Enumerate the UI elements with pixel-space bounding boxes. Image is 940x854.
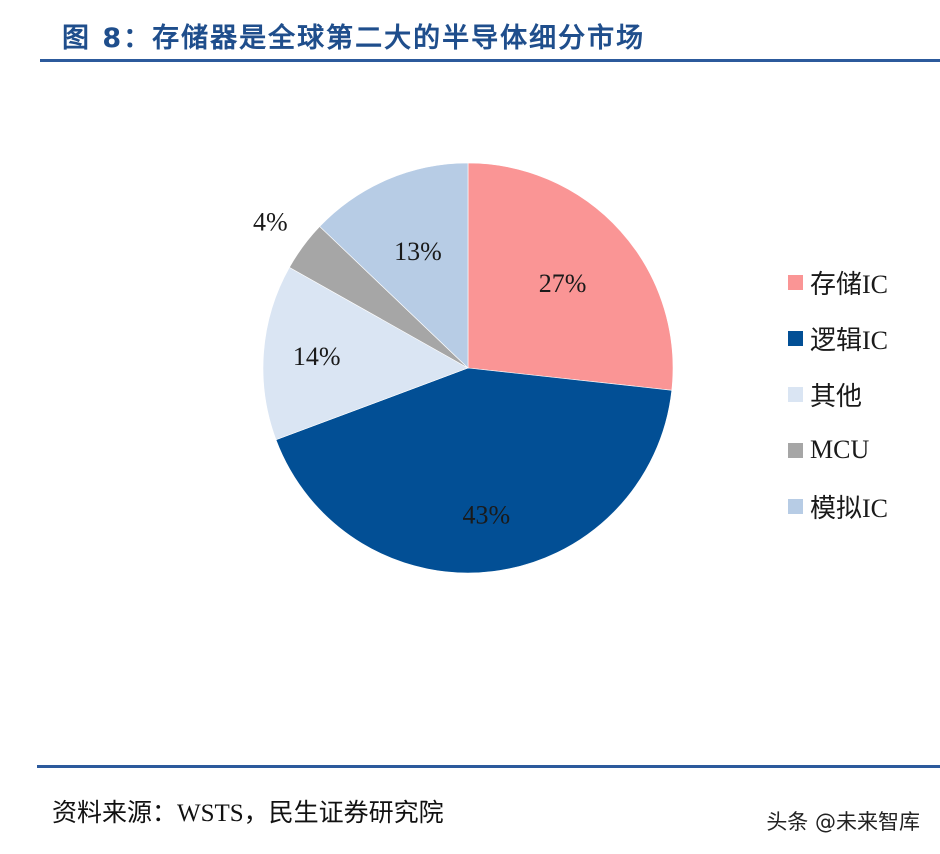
- title-divider: [40, 59, 940, 62]
- legend-item-memory-ic: 存储IC: [788, 254, 888, 310]
- legend-item-logic-ic: 逻辑IC: [788, 310, 888, 366]
- figure-title: 图 8：存储器是全球第二大的半导体细分市场: [62, 23, 646, 54]
- pie-labels: 27% 43% 14% 4% 13%: [253, 208, 586, 530]
- legend-swatch-icon: [788, 442, 803, 458]
- pie-slice: [262, 266, 469, 441]
- slice-value-label: 14%: [293, 342, 341, 371]
- slice-value-label: 27%: [539, 269, 587, 298]
- legend-item-other: 其他: [788, 366, 888, 422]
- legend-swatch-icon: [788, 498, 803, 514]
- pie-chart: 27% 43% 14% 4% 13%: [253, 162, 674, 574]
- legend-swatch-icon: [788, 330, 803, 346]
- legend-swatch-icon: [788, 274, 803, 290]
- footer-divider: [37, 765, 940, 768]
- watermark: 头条 @未来智库: [766, 810, 920, 834]
- slice-value-label: 43%: [462, 500, 510, 529]
- pie-slice: [319, 162, 469, 369]
- slice-value-label: 4%: [253, 208, 288, 237]
- legend-item-mcu: MCU: [788, 422, 888, 478]
- pie-slice: [275, 367, 673, 574]
- data-source-note: 资料来源：WSTS，民生证券研究院: [52, 800, 444, 827]
- chart-legend: 存储IC 逻辑IC 其他 MCU 模拟IC: [788, 254, 888, 534]
- pie-slice: [467, 162, 674, 391]
- slice-value-label: 13%: [394, 237, 442, 266]
- legend-item-analog-ic: 模拟IC: [788, 478, 888, 534]
- legend-swatch-icon: [788, 386, 803, 402]
- pie-slices: [262, 162, 674, 574]
